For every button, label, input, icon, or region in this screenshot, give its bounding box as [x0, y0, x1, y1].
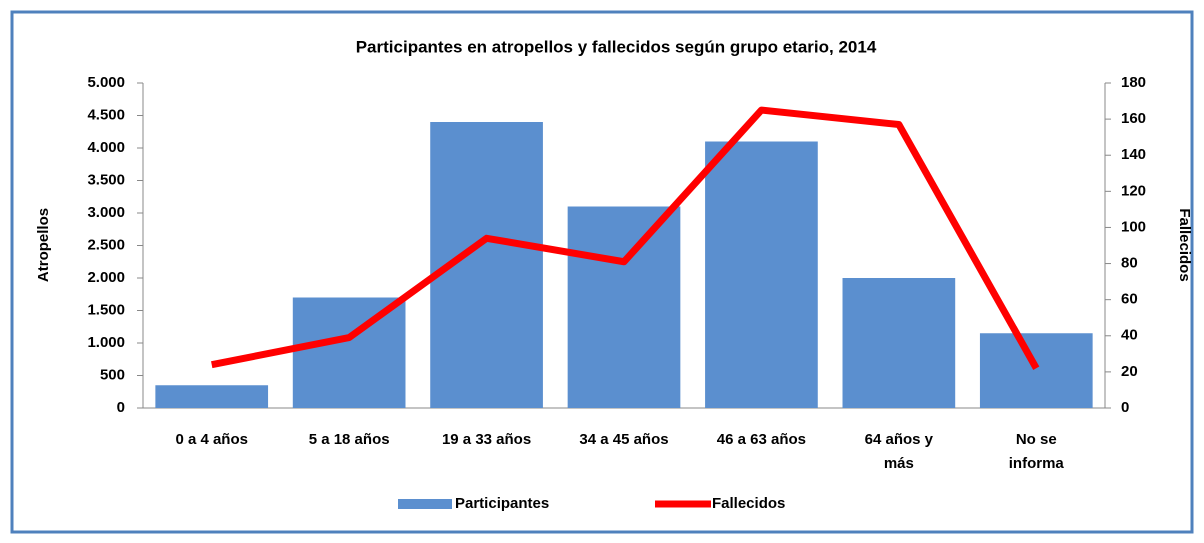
y2-tick-label: 140: [1121, 146, 1146, 163]
y2-tick-label: 80: [1121, 255, 1138, 272]
y2-axis-title: Fallecidos: [1176, 208, 1193, 281]
y-tick-label: 500: [100, 366, 125, 383]
y-tick-label: 5.000: [87, 74, 125, 91]
y2-tick-label: 180: [1121, 74, 1146, 91]
x-tick-label: 46 a 63 años: [717, 431, 806, 448]
y-tick-label: 2.500: [87, 236, 125, 253]
y-axis-title: Atropellos: [35, 208, 52, 282]
bar: [705, 141, 818, 408]
legend-label: Fallecidos: [712, 495, 785, 512]
y-tick-label: 3.500: [87, 171, 125, 188]
legend-label: Participantes: [455, 495, 549, 512]
x-tick-label: 0 a 4 años: [175, 431, 248, 448]
legend-swatch: [398, 499, 452, 509]
bar: [155, 385, 269, 408]
x-tick-label: 5 a 18 años: [309, 431, 390, 448]
bar: [842, 278, 956, 408]
x-tick-label: 34 a 45 años: [579, 431, 668, 448]
bar: [567, 206, 681, 408]
y-tick-label: 4.000: [87, 139, 125, 156]
bar: [979, 333, 1093, 408]
line: [211, 106, 1040, 370]
x-tick-label: 19 a 33 años: [442, 431, 531, 448]
y2-tick-label: 20: [1121, 363, 1138, 380]
y-tick-label: 2.000: [87, 269, 125, 286]
y-tick-label: 3.000: [87, 204, 125, 221]
y2-tick-label: 160: [1121, 110, 1146, 127]
x-tick-label: No se informa: [1009, 431, 1065, 472]
y-tick-label: 4.500: [87, 106, 125, 123]
y-tick-label: 1.000: [87, 334, 125, 351]
y2-tick-label: 40: [1121, 327, 1138, 344]
x-tick-label: 64 años y más: [865, 431, 934, 472]
y2-tick-label: 0: [1121, 399, 1129, 416]
y2-tick-label: 120: [1121, 182, 1146, 199]
chart-title: Participantes en atropellos y fallecidos…: [356, 37, 877, 56]
bar: [292, 297, 406, 408]
y2-tick-label: 60: [1121, 291, 1138, 308]
y2-tick-label: 100: [1121, 218, 1146, 235]
y-tick-label: 1.500: [87, 301, 125, 318]
y-tick-label: 0: [117, 399, 125, 416]
